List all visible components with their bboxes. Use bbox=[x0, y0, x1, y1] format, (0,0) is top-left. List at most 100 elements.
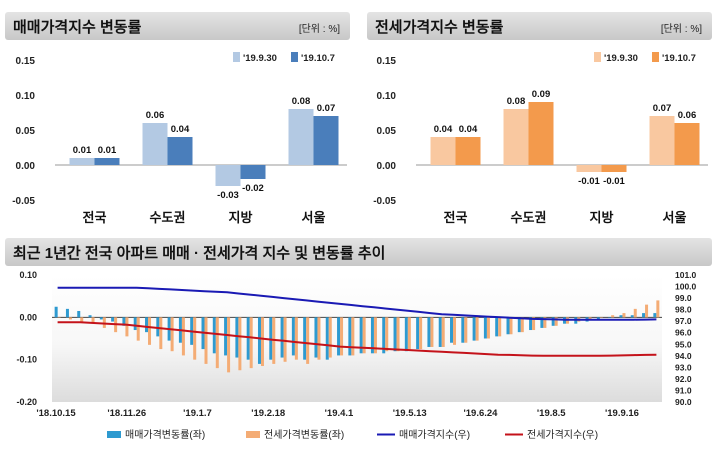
jeonse-change-bar bbox=[486, 317, 490, 339]
sale-change-bar bbox=[122, 317, 126, 326]
x-tick-label: '19.1.7 bbox=[183, 408, 212, 419]
jeonse-change-bar bbox=[215, 317, 219, 369]
sale-change-bar bbox=[145, 317, 149, 333]
y2-tick-label: 99.0 bbox=[675, 293, 692, 303]
legend-label: '19.9.30 bbox=[243, 53, 277, 64]
sale-change-bar bbox=[224, 317, 228, 356]
data-label: 0.08 bbox=[292, 96, 311, 107]
jeonse-change-bar bbox=[340, 317, 344, 356]
jeonse-change-bar bbox=[181, 317, 185, 356]
bar-curr bbox=[313, 116, 339, 165]
sale-change-bar bbox=[111, 317, 115, 322]
bar-prev bbox=[142, 123, 168, 165]
jeonse-change-bar bbox=[373, 317, 377, 354]
jeonse-change-bar bbox=[385, 317, 389, 352]
plot-background bbox=[52, 275, 662, 402]
y-tick-label: 0.15 bbox=[16, 56, 36, 67]
jeonse-change-bar bbox=[396, 317, 400, 352]
jeonse-change-bar bbox=[532, 317, 536, 331]
y-tick-label: -0.20 bbox=[16, 397, 37, 407]
sale-index-line bbox=[57, 286, 657, 321]
jeonse-change-bar bbox=[328, 317, 332, 358]
jeonse-change-bar bbox=[204, 317, 208, 364]
jeonse-change-bar bbox=[249, 317, 253, 369]
y2-tick-label: 95.0 bbox=[675, 339, 692, 349]
data-label: 0.06 bbox=[678, 110, 697, 121]
sale-change-bar bbox=[382, 317, 386, 354]
trend-panel-header: 최근 1년간 전국 아파트 매매 · 전세가격 지수 및 변동률 추이 bbox=[5, 238, 712, 266]
jeonse-change-bar bbox=[622, 313, 626, 318]
sale-panel-header: 매매가격지수 변동률 [단위 : %] bbox=[5, 12, 350, 40]
trend-panel-title: 최근 1년간 전국 아파트 매매 · 전세가격 지수 및 변동률 추이 bbox=[13, 245, 386, 262]
x-tick-label: '19.5.13 bbox=[393, 408, 427, 419]
category-label: 지방 bbox=[229, 210, 253, 225]
jeonse-change-bar bbox=[68, 317, 72, 320]
y2-tick-label: 94.0 bbox=[675, 351, 692, 361]
jeonse-change-bar bbox=[611, 315, 615, 318]
sale-change-bar bbox=[393, 317, 397, 352]
legend-swatch bbox=[291, 52, 298, 62]
trend-chart: 0.10 0.00 -0.10 -0.20 101.0 100.099.0 98.097.0… bbox=[16, 270, 697, 441]
category-label: 서울 bbox=[663, 210, 687, 225]
x-tick-label: '19.8.5 bbox=[537, 408, 566, 419]
sale-change-bar bbox=[608, 317, 612, 318]
y-tick-label: 0.15 bbox=[377, 56, 397, 67]
jeonse-change-bar bbox=[317, 317, 321, 360]
legend-swatch bbox=[652, 52, 659, 62]
jeonse-change-bar bbox=[419, 317, 423, 350]
y-tick-label: 0.10 bbox=[16, 91, 36, 102]
sale-change-bar bbox=[257, 317, 261, 364]
y-tick-label: -0.05 bbox=[12, 196, 35, 207]
category-label: 수도권 bbox=[150, 210, 186, 225]
y2-tick-label: 91.0 bbox=[675, 385, 692, 395]
jeonse-change-bar bbox=[453, 317, 457, 345]
jeonse-change-bar bbox=[159, 317, 163, 350]
sale-change-bar bbox=[653, 313, 657, 318]
jeonse-change-bar bbox=[227, 317, 231, 373]
sale-change-bar bbox=[246, 317, 250, 360]
jeonse-index-line bbox=[57, 321, 657, 357]
bar-curr bbox=[240, 165, 266, 179]
jeonse-change-bar bbox=[125, 317, 129, 337]
sale-change-bar bbox=[269, 317, 273, 360]
data-label: -0.03 bbox=[217, 190, 239, 201]
data-label: 0.04 bbox=[459, 124, 478, 135]
y-tick-label: 0.00 bbox=[19, 312, 37, 322]
category-label: 서울 bbox=[302, 210, 326, 225]
y2-tick-label: 98.0 bbox=[675, 305, 692, 315]
jeonse-change-bar bbox=[554, 317, 558, 326]
data-label: -0.01 bbox=[603, 176, 625, 187]
data-label: 0.07 bbox=[317, 103, 336, 114]
legend-label: 매매가격변동률(좌) bbox=[125, 428, 205, 441]
jeonse-change-bar bbox=[170, 317, 174, 352]
x-tick-label: '19.4.1 bbox=[325, 408, 354, 419]
jeonse-change-bar bbox=[520, 317, 524, 333]
legend-label: '19.10.7 bbox=[662, 53, 696, 64]
jeonse-panel-title: 전세가격지수 변동률 bbox=[375, 19, 504, 36]
data-label: -0.01 bbox=[578, 176, 600, 187]
sale-change-bar bbox=[77, 310, 81, 318]
jeonse-change-bar bbox=[148, 317, 152, 345]
sale-change-bar bbox=[370, 317, 374, 354]
data-label: 0.04 bbox=[434, 124, 453, 135]
y2-tick-label: 96.0 bbox=[675, 328, 692, 338]
y2-tick-label: 93.0 bbox=[675, 362, 692, 372]
sale-change-bar bbox=[596, 317, 600, 320]
sale-change-bar bbox=[404, 317, 408, 352]
sale-change-bar bbox=[303, 317, 307, 360]
data-label: 0.01 bbox=[73, 145, 92, 156]
y-tick-label: 0.00 bbox=[16, 161, 36, 172]
sale-panel-unit: [단위 : %] bbox=[298, 24, 340, 35]
bar-prev bbox=[215, 165, 241, 186]
sale-change-bar bbox=[54, 306, 58, 318]
legend-label: 전세가격지수(우) bbox=[527, 428, 598, 441]
sale-change-bar bbox=[133, 317, 137, 331]
sale-change-bar bbox=[472, 317, 476, 341]
sale-change-bar bbox=[359, 317, 363, 354]
legend-label: '19.10.7 bbox=[301, 53, 335, 64]
jeonse-change-bar bbox=[91, 317, 95, 324]
sale-change-bar bbox=[325, 317, 329, 360]
y2-tick-label: 101.0 bbox=[675, 270, 697, 280]
bar-prev bbox=[288, 109, 314, 165]
legend-swatch bbox=[594, 52, 601, 62]
